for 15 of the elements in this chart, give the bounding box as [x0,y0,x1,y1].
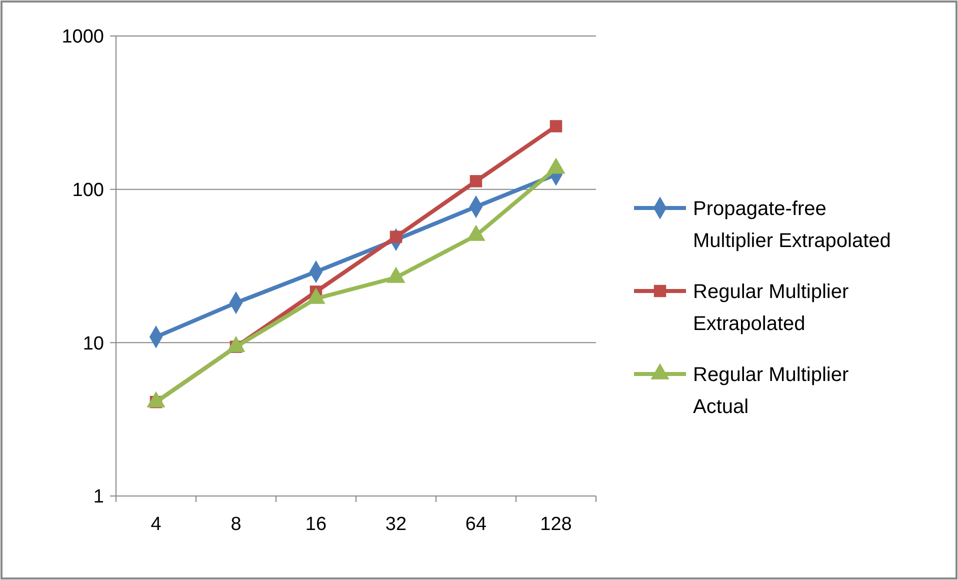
x-tick-label: 16 [305,514,327,535]
y-tick-label: 100 [72,180,104,201]
x-tick-label: 64 [465,514,487,535]
legend-label: Regular Multiplier Actual [693,364,849,418]
y-tick-label: 10 [82,333,104,354]
point [550,120,562,132]
y-tick-label: 1 [93,486,104,508]
point [470,175,482,188]
x-tick-label: 8 [230,514,242,535]
x-tick-label: 4 [150,514,162,535]
x-tick-label: 128 [540,514,572,535]
legend-label: Regular Multiplier Extrapolated [693,281,849,335]
legend-label: Propagate-free Multiplier Extrapolated [693,198,891,252]
x-tick-label: 32 [385,514,407,535]
y-tick-label: 1000 [62,26,104,48]
